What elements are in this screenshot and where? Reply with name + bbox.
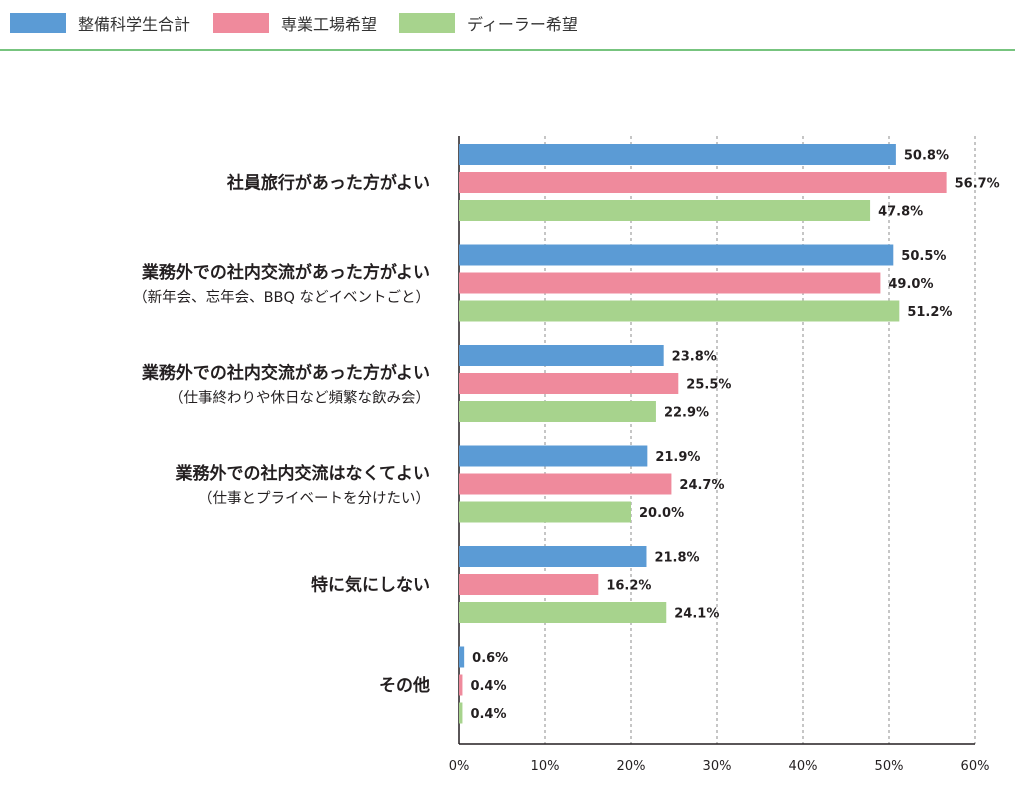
x-tick-label: 20% <box>617 759 646 774</box>
bar <box>459 401 656 422</box>
data-label: 0.4% <box>470 679 506 694</box>
data-label: 51.2% <box>907 305 952 320</box>
bar <box>459 574 599 595</box>
bar <box>459 345 664 366</box>
legend-swatch-specialty-shop <box>213 13 269 33</box>
data-label: 56.7% <box>955 177 1000 192</box>
bar <box>459 272 881 294</box>
x-tick-label: 50% <box>875 759 904 774</box>
bar <box>459 373 679 394</box>
category-label: 業務外での社内交流があった方がよい <box>142 262 430 283</box>
category-sublabel: （新年会、忘年会、BBQ などイベントごと） <box>133 289 430 306</box>
bar <box>459 501 631 523</box>
data-label: 24.7% <box>679 478 724 493</box>
data-label: 20.0% <box>639 506 684 521</box>
data-label: 25.5% <box>686 378 731 393</box>
legend-item-dealer: ディーラー希望 <box>399 12 578 34</box>
category-label: その他 <box>379 675 430 696</box>
data-label: 0.4% <box>470 707 506 722</box>
bar <box>459 702 463 724</box>
bar <box>459 602 667 623</box>
bar <box>459 244 894 266</box>
data-label: 47.8% <box>878 205 923 220</box>
data-label: 49.0% <box>888 277 933 292</box>
bar <box>459 646 465 668</box>
bar <box>459 546 647 567</box>
data-label: 0.6% <box>472 651 508 666</box>
legend-swatch-students-total <box>10 13 66 33</box>
data-label: 21.9% <box>655 450 700 465</box>
bar <box>459 674 463 696</box>
data-label: 22.9% <box>664 406 709 421</box>
x-tick-label: 0% <box>449 759 470 774</box>
x-tick-label: 40% <box>789 759 818 774</box>
chart-legend: 整備科学生合計 専業工場希望 ディーラー希望 <box>0 0 1024 51</box>
data-label: 50.5% <box>901 249 946 264</box>
x-tick-label: 30% <box>703 759 732 774</box>
legend-item-specialty-shop: 専業工場希望 <box>213 12 377 34</box>
category-label: 社員旅行があった方がよい <box>226 173 430 194</box>
category-label: 特に気にしない <box>311 575 430 596</box>
legend-label-specialty-shop: 専業工場希望 <box>281 15 378 34</box>
bar <box>459 473 672 495</box>
category-sublabel: （仕事終わりや休日など頻繁な飲み会） <box>169 390 430 407</box>
legend-swatch-dealer <box>399 13 455 33</box>
x-tick-label: 10% <box>531 759 560 774</box>
legend-label-dealer: ディーラー希望 <box>467 15 578 34</box>
data-label: 16.2% <box>606 579 651 594</box>
category-sublabel: （仕事とプライベートを分けたい） <box>198 490 430 507</box>
bar <box>459 200 871 221</box>
legend-divider <box>0 49 1015 51</box>
data-label: 23.8% <box>672 350 717 365</box>
category-label: 業務外での社内交流はなくてよい <box>176 463 431 484</box>
bar <box>459 300 900 322</box>
x-tick-label: 60% <box>961 759 990 774</box>
bar <box>459 144 896 165</box>
data-label: 24.1% <box>674 607 719 622</box>
bar <box>459 445 648 467</box>
category-label: 業務外での社内交流があった方がよい <box>142 363 430 384</box>
legend-item-students-total: 整備科学生合計 <box>10 12 190 34</box>
bar <box>459 172 947 193</box>
data-label: 50.8% <box>904 149 949 164</box>
legend-label-students-total: 整備科学生合計 <box>78 15 191 34</box>
data-label: 21.8% <box>654 551 699 566</box>
